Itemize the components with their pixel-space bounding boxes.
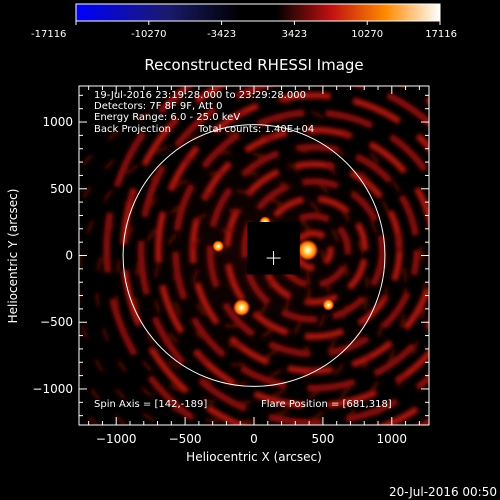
y-axis-ticks [79,94,429,417]
x-axis-tick-labels: −1000 −500 0 500 1000 [96,432,407,446]
fringe-ring-secondary [172,227,292,348]
colorbar-tick-label: -17116 [31,29,66,40]
fringe-ring [292,229,334,271]
fringe-ring-secondary [79,92,427,425]
solar-limb-circle [122,124,386,387]
footer-timestamp: 20-Jul-2016 00:50 [389,485,497,499]
info-method: Back Projection [94,124,171,135]
fringe-ring-secondary [152,208,312,367]
fringe-ring-secondary [94,150,369,425]
x-axis-label: Heliocentric X (arcsec) [186,450,322,464]
info-time-range: 19-Jul-2016 23:19:28.000 to 23:29:28.000 [94,90,306,101]
bright-source [296,239,319,262]
y-tick-label: 0 [65,249,73,263]
colorbar-tick-label: 17116 [425,29,457,40]
bright-source [322,298,335,311]
fringe-ring [241,178,386,323]
info-total-counts: Total counts: 1.40E+04 [197,124,314,135]
spin-axis-crosshair [266,251,281,266]
fringe-pattern [79,86,429,425]
bright-source [212,240,225,253]
x-tick-label: −500 [169,432,202,446]
fringe-ring [155,92,429,409]
y-tick-label: 500 [50,182,73,196]
fringe-ring [172,109,429,392]
info-block: 19-Jul-2016 23:19:28.000 to 23:29:28.000… [94,90,314,135]
x-axis-ticks [88,86,420,425]
colorbar-ticks [75,21,441,25]
y-axis-tick-labels: −1000 −500 0 500 1000 [32,115,73,396]
plot-title: Reconstructed RHESSI Image [144,56,363,74]
info-detectors: Detectors: 7F 8F 9F, Att 0 [94,101,222,112]
x-tick-label: −1000 [96,432,137,446]
y-tick-label: −1000 [32,382,73,396]
y-tick-label: −500 [40,315,73,329]
x-tick-label: 1000 [377,432,408,446]
x-tick-label: 500 [311,432,334,446]
fringe-ring-secondary [79,111,408,425]
spin-axis-label: Spin Axis = [142,-189] [94,399,207,410]
flare-position-label: Flare Position = [681,318] [261,399,392,410]
colorbar-tick-label: 10270 [351,29,383,40]
fringe-ring [103,86,429,425]
fringe-ring-secondary [191,246,273,329]
colorbar-tick-labels: -17116 -10270 -3423 3423 10270 17116 [31,29,457,40]
colorbar-tick-label: 3423 [282,29,307,40]
colorbar: -17116 -10270 -3423 3423 10270 17116 [31,3,457,40]
y-axis-label: Heliocentric Y (arcsec) [6,189,20,324]
heatmap-area [79,86,429,425]
info-energy-range: Energy Range: 6.0 - 25.0 keV [94,112,240,123]
fringe-ring [224,161,403,340]
colorbar-tick-label: -10270 [131,29,166,40]
bright-source [232,298,251,317]
fringe-ring-secondary [133,189,331,386]
x-tick-label: 0 [250,432,258,446]
fringe-ring [206,143,420,358]
fringe-ring-secondary [79,131,389,425]
center-mask-box [247,222,300,275]
y-tick-label: 1000 [42,115,73,129]
colorbar-gradient [75,3,441,22]
fringe-ring [137,86,429,425]
colorbar-tick-label: -3423 [207,29,236,40]
